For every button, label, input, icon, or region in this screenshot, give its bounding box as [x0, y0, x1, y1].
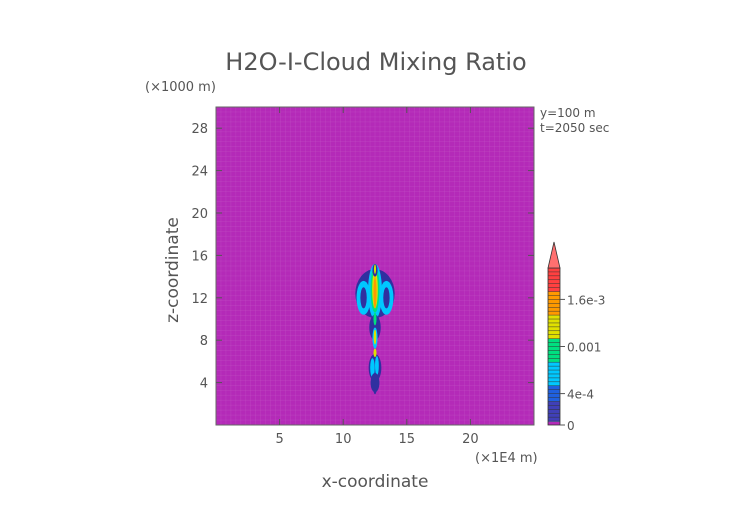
y-tick-label: 8 [200, 334, 208, 349]
x-tick-label: 15 [399, 432, 416, 447]
colorbar-segment [548, 401, 560, 422]
colorbar-extend-arrow [547, 241, 561, 269]
colorbar-tick-label: 0 [567, 419, 575, 433]
contour-level-2 [370, 358, 375, 378]
x-tick-label: 10 [335, 432, 352, 447]
y-tick-label: 16 [191, 249, 208, 264]
y-tick-label: 24 [191, 165, 208, 180]
chart-title: H2O-I-Cloud Mixing Ratio [225, 48, 526, 76]
x-axis: 5 10 15 20 [275, 107, 479, 447]
contour-level-2 [375, 356, 379, 376]
y-axis-label: z-coordinate [163, 217, 183, 323]
annotation-t: t=2050 sec [540, 121, 609, 135]
y-tick-label: 4 [200, 377, 208, 392]
annotation-y: y=100 m [540, 106, 596, 120]
colorbar-tick-label: 4e-4 [567, 388, 594, 402]
colorbar-segment [548, 421, 560, 425]
contour-level-5 [373, 276, 377, 309]
y-tick-label: 12 [191, 292, 208, 307]
x-unit-label: (×1E4 m) [475, 451, 538, 466]
contour-level-4 [373, 264, 377, 274]
y-unit-label: (×1000 m) [145, 80, 216, 95]
contour-level-1 [373, 383, 377, 395]
y-tick-label: 20 [191, 207, 208, 222]
colorbar-tick-label: 0.001 [567, 341, 601, 355]
colorbar-tick-label: 1.6e-3 [567, 293, 605, 307]
contour-level-4 [373, 329, 377, 345]
x-tick-label: 5 [275, 432, 283, 447]
contour-level-1 [360, 287, 367, 309]
colorbar: 0 4e-4 0.001 1.6e-3 [547, 241, 605, 433]
contour-level-1 [383, 287, 390, 309]
y-tick-label: 28 [191, 122, 208, 137]
x-tick-label: 20 [462, 432, 479, 447]
x-axis-label: x-coordinate [322, 472, 429, 492]
y-axis: 4 8 12 16 20 24 28 [191, 122, 534, 392]
contour-level-1 [370, 373, 380, 393]
plot-frame [215, 106, 535, 426]
plot-area [215, 106, 535, 426]
contour-level-4 [373, 348, 377, 358]
contour-level-3 [373, 312, 377, 326]
